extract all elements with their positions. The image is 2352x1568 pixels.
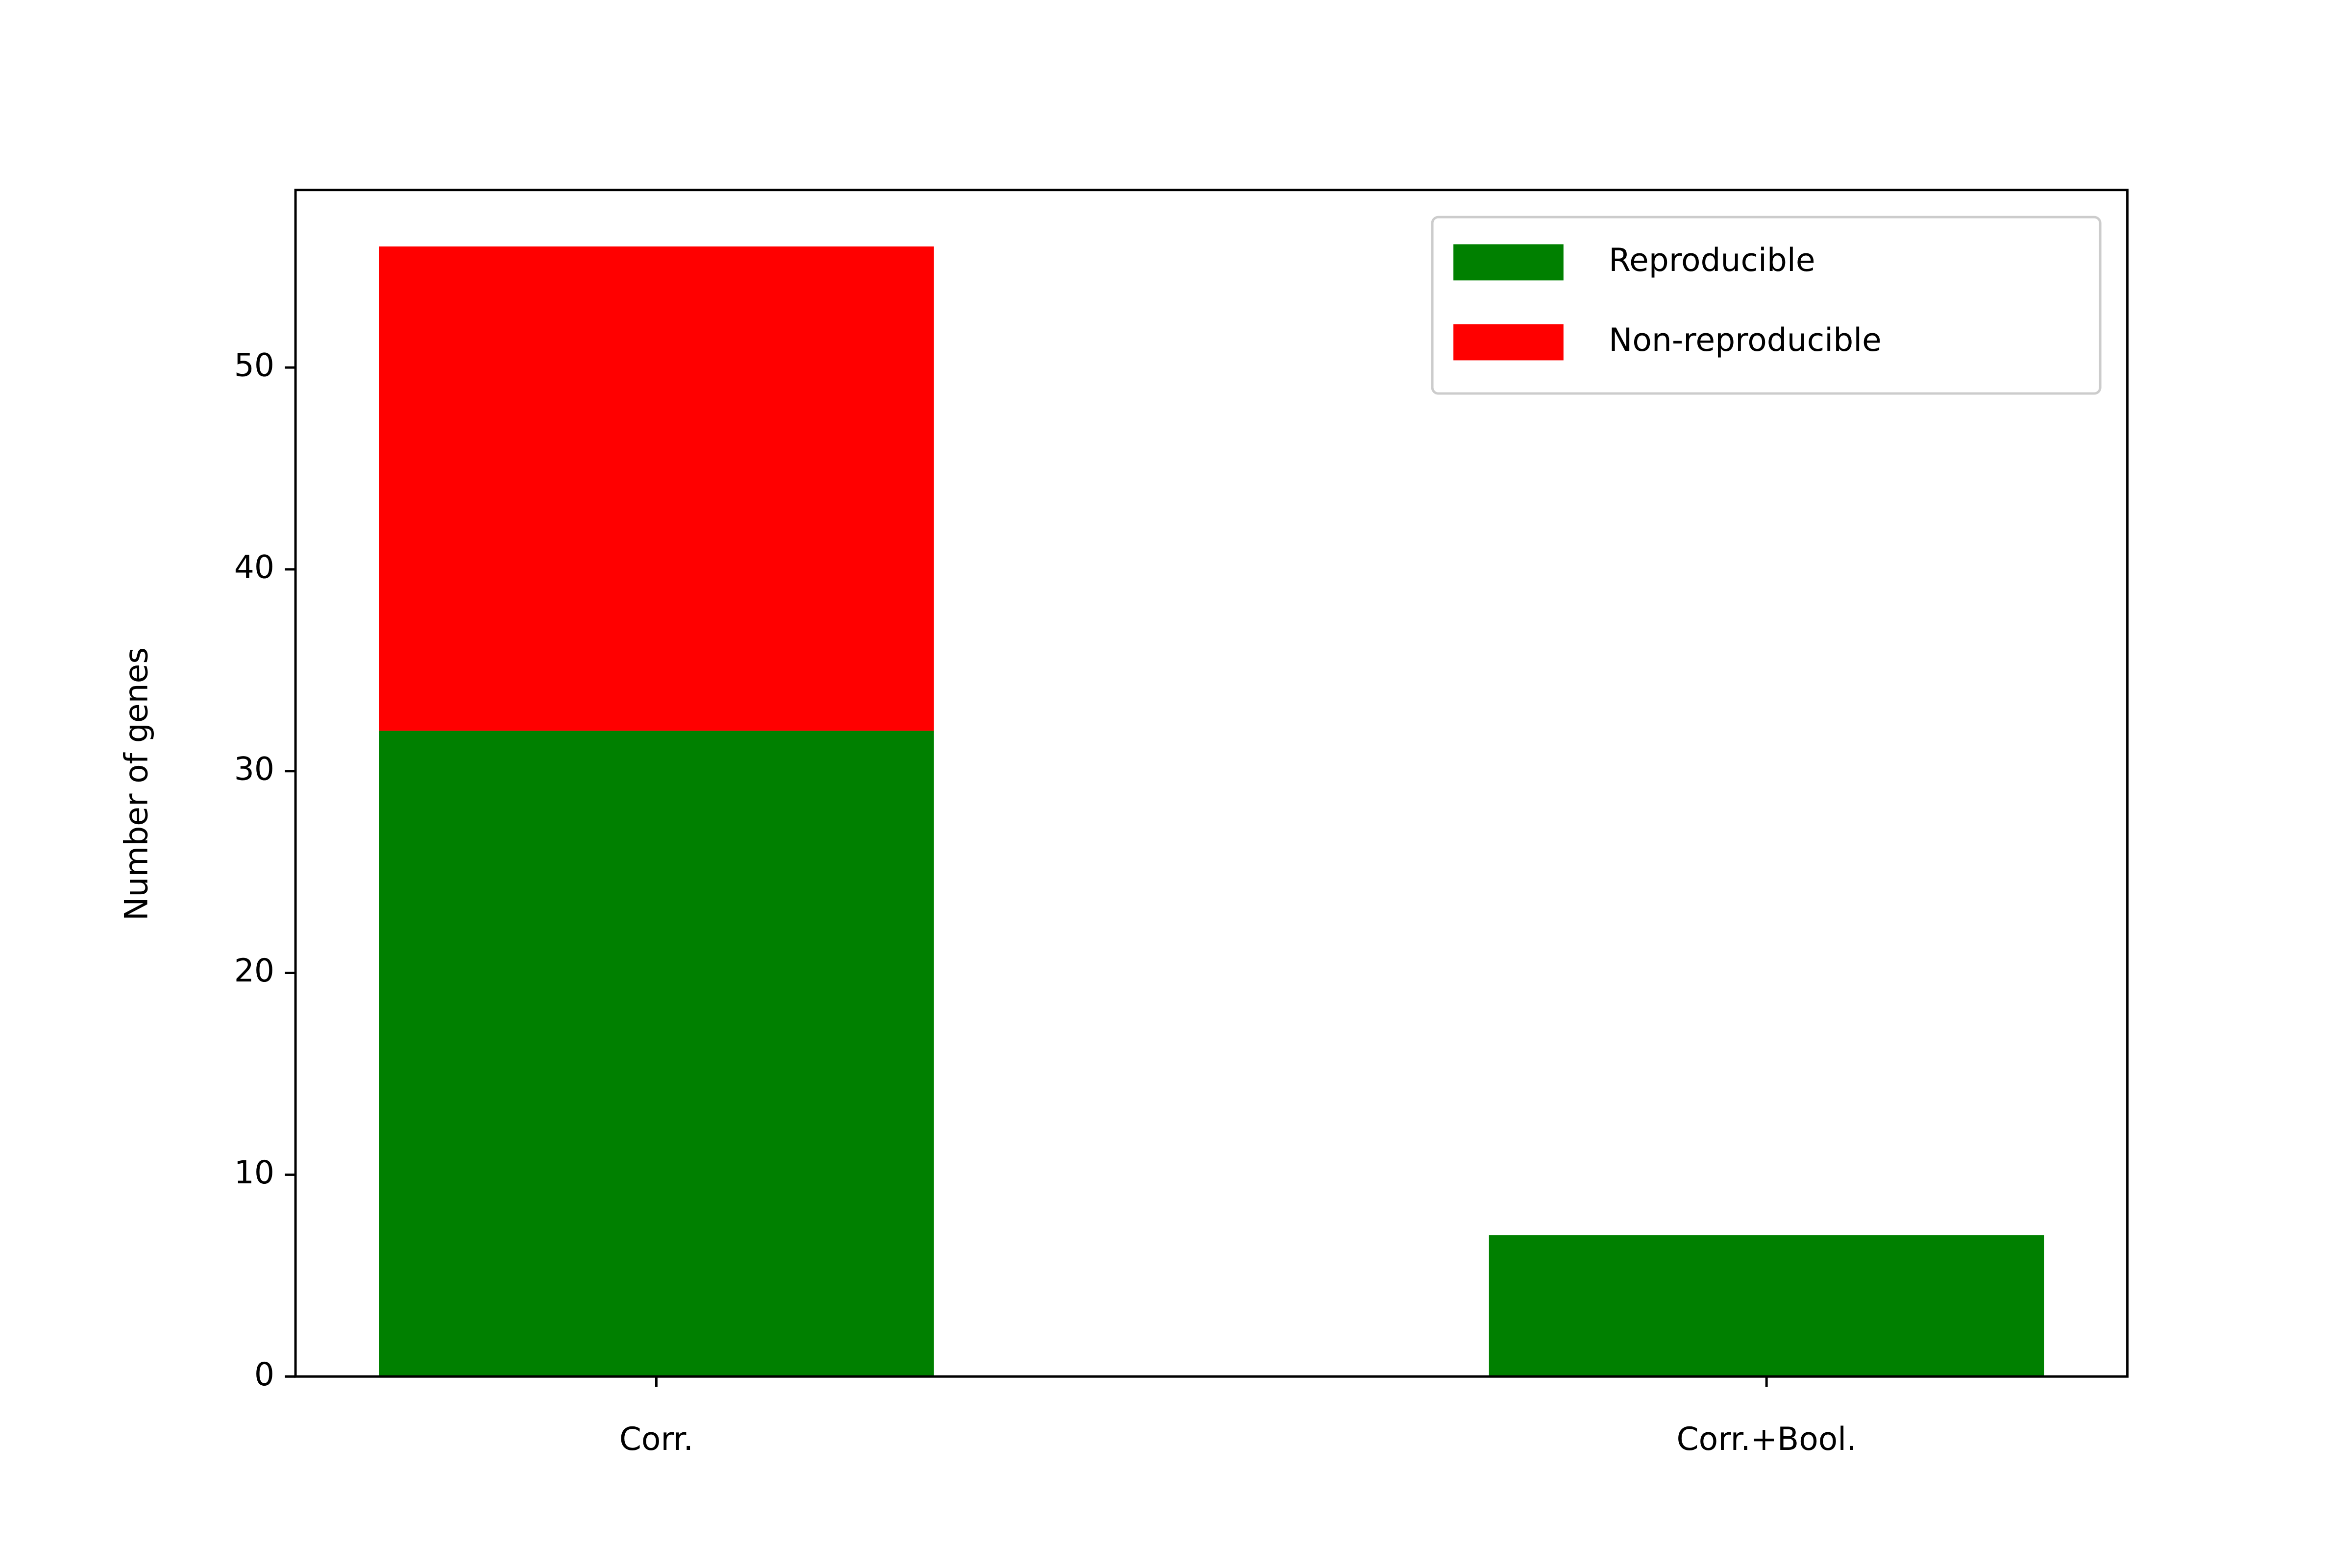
- bar-segment: [379, 731, 934, 1377]
- axes-frame: [294, 189, 2129, 1378]
- x-tick-label: Corr.+Bool.: [1677, 1421, 1857, 1458]
- legend-swatch: [1453, 244, 1564, 281]
- x-tick-label: Corr.: [619, 1421, 693, 1458]
- legend-label: Reproducible: [1609, 242, 1815, 279]
- y-tick-label: 50: [234, 347, 274, 384]
- y-tick-label: 0: [254, 1356, 274, 1393]
- y-axis-label: Number of genes: [119, 647, 155, 921]
- legend-label: Non-reproducible: [1609, 322, 1882, 359]
- legend-box: [1431, 216, 2102, 395]
- legend-swatch: [1453, 324, 1564, 361]
- y-tick-label: 30: [234, 751, 274, 787]
- y-tick-label: 10: [234, 1154, 274, 1191]
- bar-segment: [1489, 1235, 2044, 1377]
- y-tick-label: 40: [234, 549, 274, 586]
- y-tick-label: 20: [234, 953, 274, 989]
- bar-segment: [379, 246, 934, 731]
